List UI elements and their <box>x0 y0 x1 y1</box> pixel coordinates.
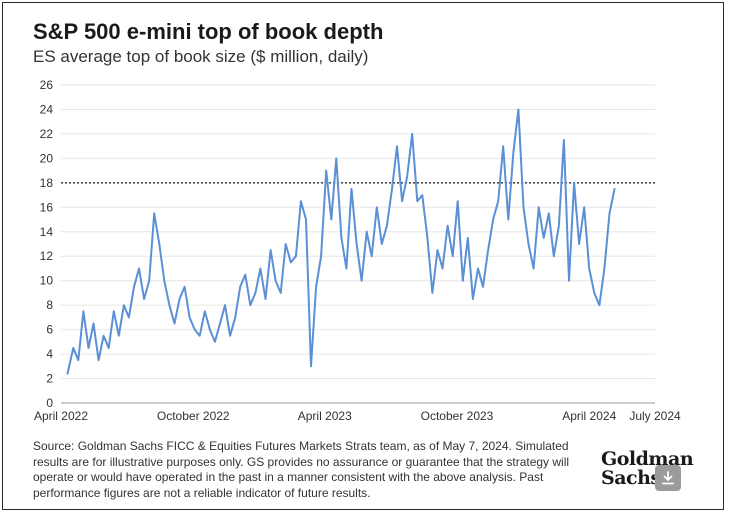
y-tick-label: 24 <box>40 102 54 116</box>
source-note: Source: Goldman Sachs FICC & Equities Fu… <box>33 439 570 500</box>
series-layer <box>66 108 616 375</box>
y-tick-label: 20 <box>40 151 54 165</box>
y-tick-label: 22 <box>40 127 54 141</box>
x-tick-label: October 2022 <box>157 409 230 423</box>
x-tick-label: October 2023 <box>421 409 494 423</box>
y-tick-label: 26 <box>40 78 54 92</box>
y-tick-label: 16 <box>40 200 54 214</box>
chart-title: S&P 500 e-mini top of book depth <box>33 19 384 44</box>
y-tick-label: 2 <box>46 372 53 386</box>
x-tick-label: July 2024 <box>629 409 681 423</box>
y-tick-label: 18 <box>40 176 54 190</box>
y-tick-label: 0 <box>46 396 53 410</box>
y-tick-label: 14 <box>40 225 54 239</box>
y-tick-label: 8 <box>46 298 53 312</box>
y-tick-label: 4 <box>46 347 53 361</box>
chart-subtitle: ES average top of book size ($ million, … <box>33 47 369 66</box>
logo-line-1: Goldman <box>601 448 694 470</box>
y-tick-label: 10 <box>40 274 54 288</box>
chart-card: S&P 500 e-mini top of book depth ES aver… <box>2 2 724 510</box>
download-icon <box>662 471 674 485</box>
x-tick-label: April 2024 <box>562 409 616 423</box>
goldman-sachs-logo: Goldman Sachs <box>601 448 694 489</box>
series-line <box>66 108 616 375</box>
y-tick-label: 6 <box>46 323 53 337</box>
logo-line-2: Sachs <box>601 467 661 489</box>
grid-layer <box>61 84 655 404</box>
x-tick-label: April 2023 <box>298 409 352 423</box>
x-tick-label: April 2022 <box>34 409 88 423</box>
y-tick-label: 12 <box>40 249 54 263</box>
download-button[interactable] <box>655 465 681 491</box>
